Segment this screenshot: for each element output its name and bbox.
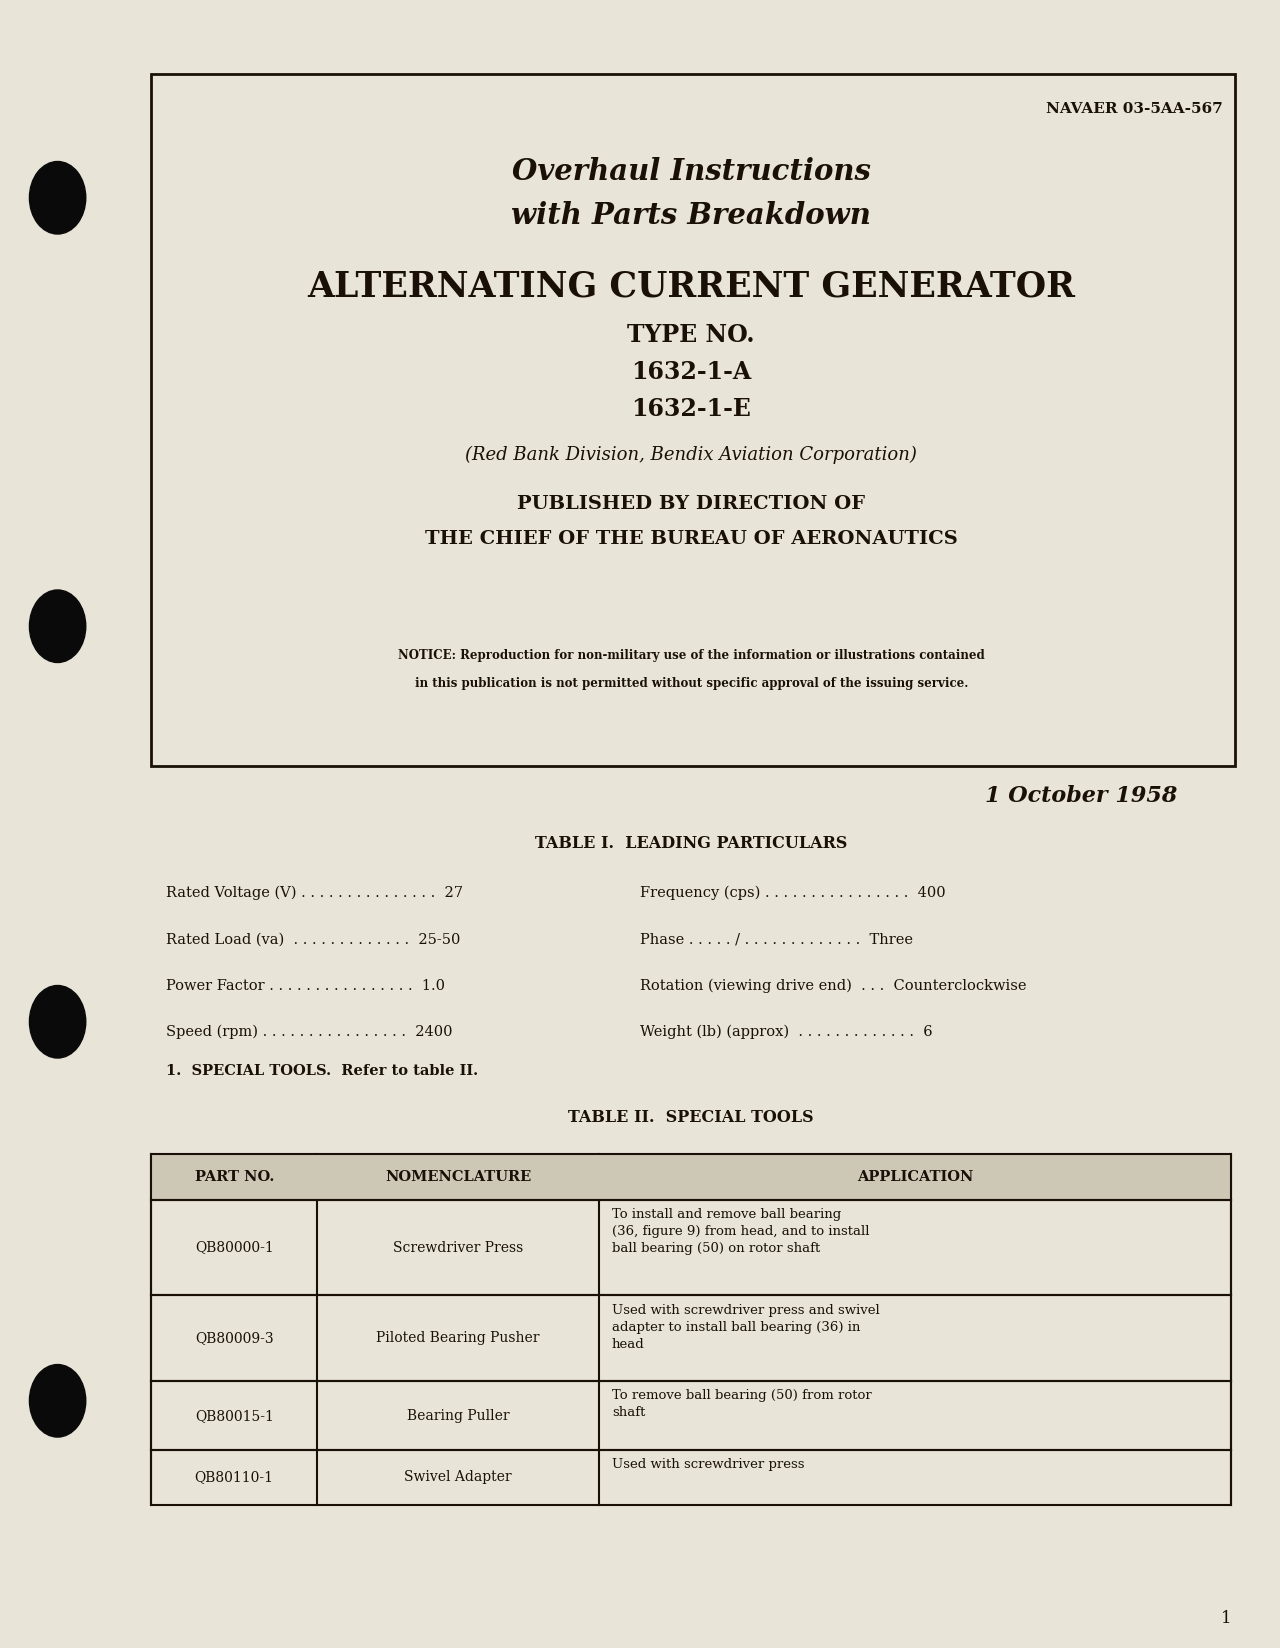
Bar — [151, 1381, 1231, 1450]
Text: THE CHIEF OF THE BUREAU OF AERONAUTICS: THE CHIEF OF THE BUREAU OF AERONAUTICS — [425, 531, 957, 547]
Text: Frequency (cps) . . . . . . . . . . . . . . . .  400: Frequency (cps) . . . . . . . . . . . . … — [640, 887, 946, 900]
Text: 1 October 1958: 1 October 1958 — [986, 784, 1178, 808]
Text: To install and remove ball bearing
(36, figure 9) from head, and to install
ball: To install and remove ball bearing (36, … — [612, 1208, 869, 1256]
Text: Screwdriver Press: Screwdriver Press — [393, 1241, 524, 1254]
Text: Speed (rpm) . . . . . . . . . . . . . . . .  2400: Speed (rpm) . . . . . . . . . . . . . . … — [166, 1025, 453, 1038]
Text: 1632-1-A: 1632-1-A — [631, 361, 751, 384]
Bar — [151, 1200, 1231, 1295]
Text: Overhaul Instructions: Overhaul Instructions — [512, 157, 870, 186]
Text: 1632-1-E: 1632-1-E — [631, 397, 751, 420]
Text: TABLE II.  SPECIAL TOOLS: TABLE II. SPECIAL TOOLS — [568, 1109, 814, 1126]
Text: Swivel Adapter: Swivel Adapter — [404, 1470, 512, 1485]
Circle shape — [29, 1365, 86, 1437]
Text: (Red Bank Division, Bendix Aviation Corporation): (Red Bank Division, Bendix Aviation Corp… — [465, 445, 918, 465]
Text: Bearing Puller: Bearing Puller — [407, 1409, 509, 1422]
Text: with Parts Breakdown: with Parts Breakdown — [511, 201, 872, 231]
Bar — [151, 1450, 1231, 1505]
Text: 1: 1 — [1221, 1610, 1231, 1627]
Text: Used with screwdriver press and swivel
adapter to install ball bearing (36) in
h: Used with screwdriver press and swivel a… — [612, 1304, 879, 1351]
Text: QB80015-1: QB80015-1 — [195, 1409, 274, 1422]
Text: PART NO.: PART NO. — [195, 1170, 274, 1183]
Circle shape — [29, 986, 86, 1058]
Text: NAVAER 03-5AA-567: NAVAER 03-5AA-567 — [1046, 102, 1222, 115]
Text: Piloted Bearing Pusher: Piloted Bearing Pusher — [376, 1332, 540, 1345]
Text: NOTICE: Reproduction for non-military use of the information or illustrations co: NOTICE: Reproduction for non-military us… — [398, 649, 984, 662]
Text: in this publication is not permitted without specific approval of the issuing se: in this publication is not permitted wit… — [415, 677, 968, 691]
Text: QB80000-1: QB80000-1 — [195, 1241, 274, 1254]
Bar — [151, 1295, 1231, 1381]
Text: Power Factor . . . . . . . . . . . . . . . .  1.0: Power Factor . . . . . . . . . . . . . .… — [166, 979, 445, 992]
Text: QB80009-3: QB80009-3 — [195, 1332, 274, 1345]
Text: ALTERNATING CURRENT GENERATOR: ALTERNATING CURRENT GENERATOR — [307, 270, 1075, 303]
Bar — [151, 74, 1235, 766]
Circle shape — [29, 590, 86, 662]
Text: APPLICATION: APPLICATION — [858, 1170, 973, 1183]
Bar — [151, 1154, 1231, 1200]
Text: Used with screwdriver press: Used with screwdriver press — [612, 1458, 804, 1472]
Text: NOMENCLATURE: NOMENCLATURE — [385, 1170, 531, 1183]
Circle shape — [29, 162, 86, 234]
Text: Rated Load (va)  . . . . . . . . . . . . .  25-50: Rated Load (va) . . . . . . . . . . . . … — [166, 933, 461, 946]
Text: Weight (lb) (approx)  . . . . . . . . . . . . .  6: Weight (lb) (approx) . . . . . . . . . .… — [640, 1025, 933, 1038]
Text: 1.  SPECIAL TOOLS.  Refer to table II.: 1. SPECIAL TOOLS. Refer to table II. — [166, 1065, 479, 1078]
Text: TYPE NO.: TYPE NO. — [627, 323, 755, 346]
Text: Rotation (viewing drive end)  . . .  Counterclockwise: Rotation (viewing drive end) . . . Count… — [640, 979, 1027, 992]
Text: QB80110-1: QB80110-1 — [195, 1470, 274, 1485]
Text: TABLE I.  LEADING PARTICULARS: TABLE I. LEADING PARTICULARS — [535, 836, 847, 852]
Text: Phase . . . . . / . . . . . . . . . . . . .  Three: Phase . . . . . / . . . . . . . . . . . … — [640, 933, 913, 946]
Text: PUBLISHED BY DIRECTION OF: PUBLISHED BY DIRECTION OF — [517, 496, 865, 513]
Text: Rated Voltage (V) . . . . . . . . . . . . . . .  27: Rated Voltage (V) . . . . . . . . . . . … — [166, 887, 463, 900]
Text: To remove ball bearing (50) from rotor
shaft: To remove ball bearing (50) from rotor s… — [612, 1389, 872, 1419]
